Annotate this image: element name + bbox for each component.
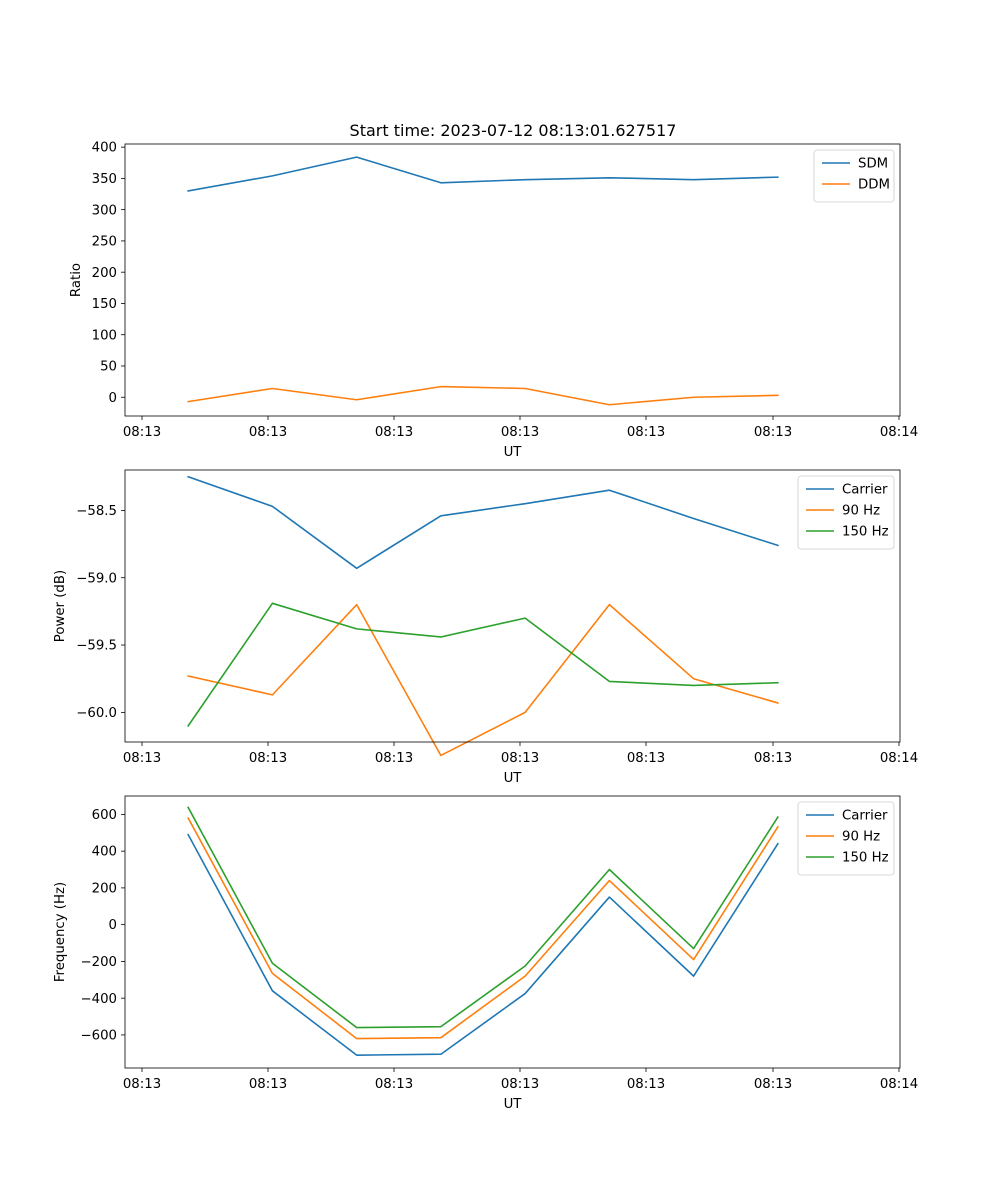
y-tick-label: 350 — [92, 172, 117, 187]
x-tick-label: 08:14 — [880, 425, 918, 440]
x-tick-label: 08:13 — [375, 1077, 413, 1092]
power-db-series-carrier — [187, 475, 779, 570]
y-axis-label: Power (dB) — [53, 570, 68, 642]
power-db-series-150-hz — [187, 602, 779, 727]
x-tick-label: 08:13 — [249, 425, 287, 440]
y-tick-label: 200 — [92, 266, 117, 281]
x-tick-label: 08:13 — [501, 751, 539, 766]
x-axis-label: UT — [504, 771, 523, 786]
frequency-hz-series-150-hz — [187, 806, 779, 1029]
frequency-hz-series-90-hz — [187, 816, 779, 1040]
x-tick-label: 08:13 — [754, 1077, 792, 1092]
y-axis-label: Ratio — [69, 263, 84, 297]
x-tick-label: 08:13 — [375, 425, 413, 440]
x-tick-label: 08:13 — [249, 751, 287, 766]
y-tick-label: 150 — [92, 297, 117, 312]
y-tick-label: 300 — [92, 203, 117, 218]
legend-entry-label: 90 Hz — [842, 830, 880, 845]
x-tick-label: 08:13 — [501, 1077, 539, 1092]
legend-entry-label: Carrier — [842, 483, 888, 498]
y-tick-label: 200 — [92, 881, 117, 896]
y-tick-label: 250 — [92, 235, 117, 250]
legend-entry-label: Carrier — [842, 809, 888, 824]
x-tick-label: 08:13 — [627, 425, 665, 440]
x-tick-label: 08:13 — [627, 1077, 665, 1092]
x-tick-label: 08:13 — [754, 425, 792, 440]
x-tick-label: 08:13 — [375, 751, 413, 766]
frequency-subplot: 08:13 08:13 08:13 08:13 08:13 08:13 08:14 −600 −… — [53, 795, 918, 1112]
legend: Carrier 90 Hz 150 Hz — [797, 475, 895, 550]
x-tick-label: 08:13 — [123, 751, 161, 766]
x-tick-label: 08:13 — [754, 751, 792, 766]
y-tick-label: 50 — [100, 360, 117, 375]
chart-title: Start time: 2023-07-12 08:13:01.627517 — [350, 121, 677, 140]
x-tick-label: 08:14 — [880, 1077, 918, 1092]
x-tick-label: 08:13 — [627, 751, 665, 766]
power-subplot: 08:13 08:13 08:13 08:13 08:13 08:13 08:14 −60.0… — [53, 469, 918, 786]
legend: SDM DDM — [813, 149, 895, 203]
y-tick-label: −600 — [80, 1029, 117, 1044]
y-tick-label: 100 — [92, 328, 117, 343]
x-tick-label: 08:13 — [123, 1077, 161, 1092]
legend-entry-label: SDM — [858, 157, 888, 172]
legend-entry-label: 90 Hz — [842, 504, 880, 519]
y-tick-label: −400 — [80, 992, 117, 1007]
legend-entry-label: DDM — [858, 178, 890, 193]
x-tick-label: 08:13 — [123, 425, 161, 440]
power-db-series-90-hz — [187, 603, 779, 757]
x-tick-label: 08:14 — [880, 751, 918, 766]
axes-frame — [124, 469, 901, 743]
y-tick-label: 600 — [92, 808, 117, 823]
y-tick-label: −200 — [80, 955, 117, 970]
ratio-series-ddm — [187, 385, 779, 406]
y-tick-label: −59.0 — [76, 571, 117, 586]
y-axis-label: Frequency (Hz) — [53, 882, 68, 982]
axes-frame — [124, 143, 901, 417]
y-tick-label: −58.5 — [76, 504, 117, 519]
y-tick-label: 0 — [109, 918, 117, 933]
frequency-hz-series-carrier — [187, 833, 779, 1056]
ratio-series-sdm — [187, 156, 779, 192]
y-tick-label: −59.5 — [76, 639, 117, 654]
y-tick-label: 400 — [92, 845, 117, 860]
axes-frame — [124, 795, 901, 1069]
legend-entry-label: 150 Hz — [842, 851, 889, 866]
y-tick-label: 400 — [92, 141, 117, 156]
x-axis-label: UT — [504, 1097, 523, 1112]
x-tick-label: 08:13 — [501, 425, 539, 440]
legend-entry-label: 150 Hz — [842, 525, 889, 540]
ratio-subplot: 08:13 08:13 08:13 08:13 08:13 08:13 08:14 0 50 10… — [69, 141, 918, 460]
legend: Carrier 90 Hz 150 Hz — [797, 801, 895, 876]
y-tick-label: −60.0 — [76, 706, 117, 721]
y-tick-label: 0 — [109, 391, 117, 406]
x-tick-label: 08:13 — [249, 1077, 287, 1092]
x-axis-label: UT — [504, 445, 523, 460]
